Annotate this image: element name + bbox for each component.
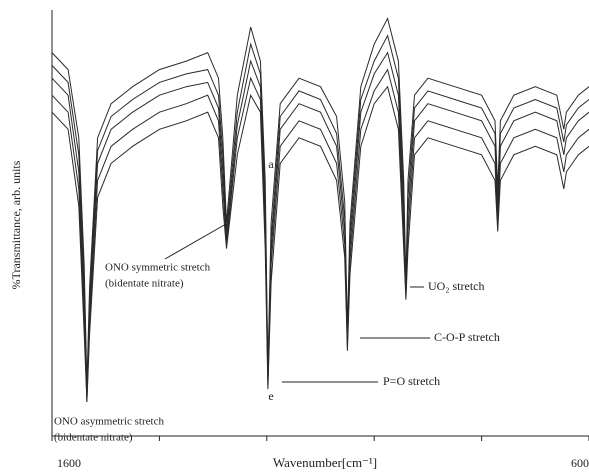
annotation: ONO symmetric stretch: [105, 262, 211, 274]
annotation: ONO asymmetric stretch: [54, 416, 164, 428]
spectrum-line: [51, 85, 589, 402]
annotation: UO₂ stretch: [428, 279, 485, 293]
x-axis-label: Wavenumber[cm⁻¹]: [273, 455, 377, 470]
spectrum-line: [51, 34, 589, 394]
y-axis-label: %Transmittance, arb. units: [9, 160, 23, 289]
annotation: e: [268, 389, 273, 403]
x-tick-label: 600: [571, 456, 589, 470]
x-tick-label: 1600: [57, 456, 81, 470]
annotation: P=O stretch: [383, 374, 440, 388]
spectrum-line: [51, 17, 589, 385]
annotation: (bidentate nitrate): [105, 278, 184, 290]
annotation: a: [268, 157, 274, 171]
annotation: (bidentate nitrate): [54, 432, 133, 444]
annotation: C-O-P stretch: [434, 330, 500, 344]
spectrum-line: [51, 68, 589, 402]
leader-line: [164, 223, 227, 260]
